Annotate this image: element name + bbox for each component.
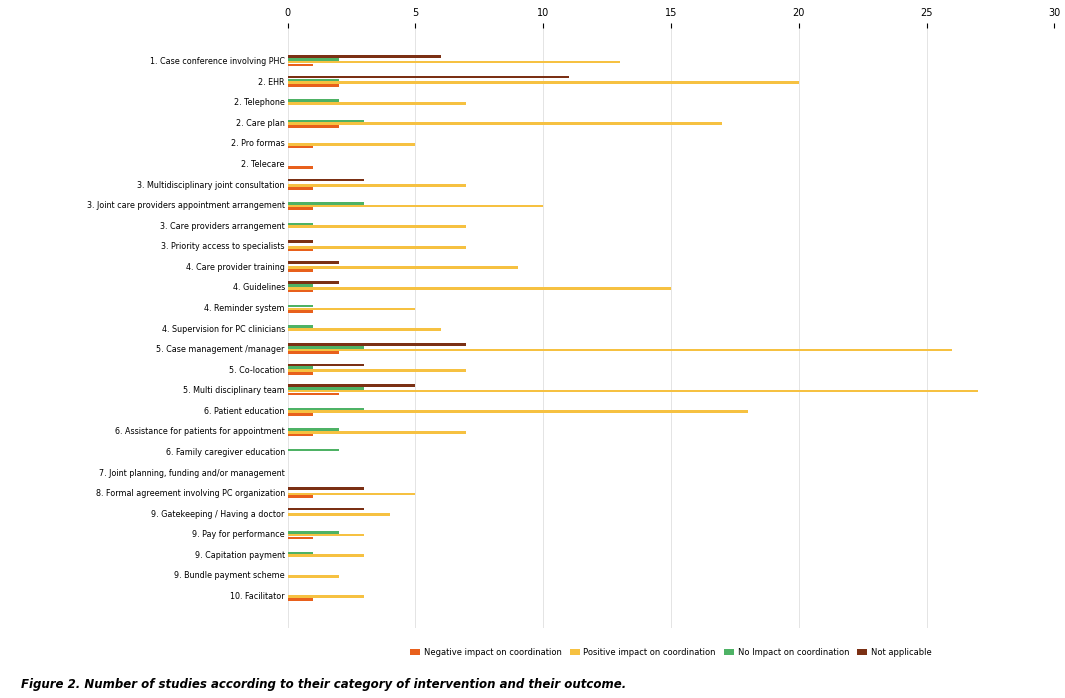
Bar bbox=[288, 513, 390, 516]
Bar bbox=[288, 202, 364, 205]
Bar bbox=[288, 184, 466, 187]
Bar bbox=[288, 207, 313, 210]
Bar bbox=[288, 431, 466, 433]
Bar bbox=[288, 598, 313, 601]
Bar bbox=[288, 122, 722, 125]
Bar bbox=[288, 551, 313, 554]
Bar bbox=[288, 537, 313, 540]
Bar bbox=[288, 308, 415, 310]
Bar bbox=[288, 413, 313, 416]
Bar bbox=[288, 269, 313, 272]
Bar bbox=[288, 343, 466, 346]
Bar bbox=[288, 261, 339, 264]
Bar bbox=[288, 84, 339, 87]
Bar bbox=[288, 554, 364, 557]
Bar bbox=[288, 346, 364, 348]
Bar bbox=[288, 179, 364, 181]
Bar bbox=[288, 369, 466, 372]
Bar bbox=[288, 372, 313, 375]
Bar bbox=[288, 387, 364, 389]
Bar bbox=[288, 248, 313, 251]
Bar bbox=[288, 205, 543, 207]
Bar bbox=[288, 267, 518, 269]
Bar bbox=[288, 281, 339, 284]
Bar bbox=[288, 79, 339, 81]
Bar bbox=[288, 349, 952, 351]
Bar bbox=[288, 99, 339, 102]
Bar bbox=[288, 223, 313, 225]
Bar bbox=[288, 493, 415, 496]
Text: Figure 2. Number of studies according to their category of intervention and thei: Figure 2. Number of studies according to… bbox=[21, 678, 626, 691]
Bar bbox=[288, 487, 364, 490]
Bar bbox=[288, 166, 313, 169]
Bar bbox=[288, 240, 313, 243]
Bar bbox=[288, 225, 466, 228]
Bar bbox=[288, 534, 364, 537]
Bar bbox=[288, 531, 339, 534]
Bar bbox=[288, 187, 313, 190]
Bar bbox=[288, 410, 748, 413]
Bar bbox=[288, 102, 466, 105]
Bar bbox=[288, 76, 569, 78]
Bar bbox=[288, 305, 313, 307]
Bar bbox=[288, 246, 466, 248]
Bar bbox=[288, 284, 313, 287]
Bar bbox=[288, 290, 313, 292]
Bar bbox=[288, 82, 799, 84]
Bar bbox=[288, 428, 339, 431]
Bar bbox=[288, 119, 364, 122]
Bar bbox=[288, 64, 313, 66]
Bar bbox=[288, 61, 620, 64]
Bar bbox=[288, 146, 313, 149]
Bar bbox=[288, 352, 339, 354]
Bar bbox=[288, 507, 364, 510]
Bar bbox=[288, 408, 364, 410]
Bar bbox=[288, 143, 415, 146]
Bar bbox=[288, 595, 364, 598]
Bar bbox=[288, 496, 313, 498]
Bar bbox=[288, 287, 671, 290]
Bar bbox=[288, 58, 339, 61]
Bar bbox=[288, 575, 339, 577]
Legend: Negative impact on coordination, Positive impact on coordination, No Impact on c: Negative impact on coordination, Positiv… bbox=[407, 644, 935, 660]
Bar bbox=[288, 392, 339, 395]
Bar bbox=[288, 389, 978, 392]
Bar bbox=[288, 364, 364, 366]
Bar bbox=[288, 366, 313, 369]
Bar bbox=[288, 55, 441, 58]
Bar bbox=[288, 433, 313, 436]
Bar bbox=[288, 328, 441, 331]
Bar bbox=[288, 311, 313, 313]
Bar bbox=[288, 125, 339, 128]
Bar bbox=[288, 449, 339, 452]
Bar bbox=[288, 385, 415, 387]
Bar bbox=[288, 325, 313, 328]
